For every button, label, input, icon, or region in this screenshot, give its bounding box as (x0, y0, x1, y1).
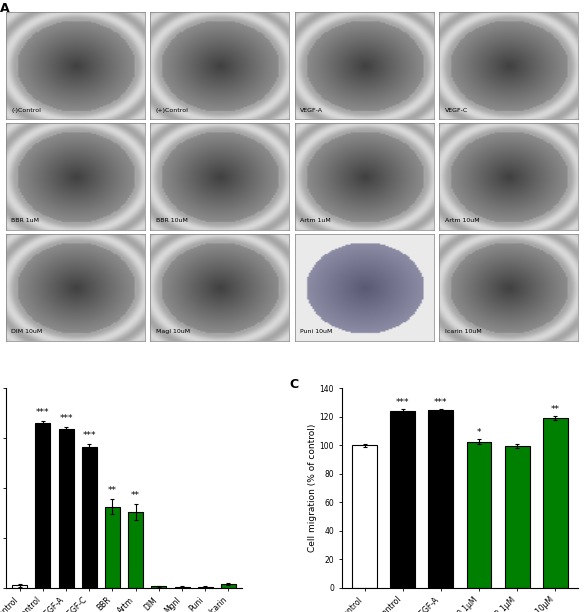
Text: VEGF-A: VEGF-A (300, 108, 324, 113)
Text: BBR 10uM: BBR 10uM (156, 218, 187, 223)
Text: ***: *** (434, 398, 447, 406)
Text: ***: *** (82, 431, 96, 439)
Bar (12, 585, 27, 588)
Bar (82, 447, 97, 588)
Text: **: ** (131, 491, 140, 500)
Bar (352, 446, 377, 588)
Bar (390, 411, 415, 588)
Text: ***: *** (36, 408, 50, 417)
Text: ***: *** (60, 414, 73, 423)
Text: Artm 10uM: Artm 10uM (445, 218, 479, 223)
Y-axis label: Cell migration (% of control): Cell migration (% of control) (308, 424, 317, 552)
Bar (151, 586, 166, 588)
Text: VEGF-C: VEGF-C (445, 108, 468, 113)
Bar (543, 418, 568, 588)
Text: A: A (0, 2, 10, 15)
Text: (-)Control: (-)Control (12, 108, 41, 113)
Bar (198, 586, 213, 588)
Text: **: ** (108, 487, 117, 495)
Text: ***: *** (396, 398, 409, 407)
Text: Puni 10uM: Puni 10uM (300, 329, 333, 334)
Text: DIM 10uM: DIM 10uM (12, 329, 43, 334)
Text: (+)Control: (+)Control (156, 108, 189, 113)
Bar (58, 429, 74, 588)
Bar (429, 411, 453, 588)
Bar (175, 586, 190, 588)
Text: Artm 1uM: Artm 1uM (300, 218, 331, 223)
Text: Icarin 10uM: Icarin 10uM (445, 329, 482, 334)
Text: BBR 1uM: BBR 1uM (12, 218, 39, 223)
Bar (221, 583, 236, 588)
Bar (36, 424, 50, 588)
Bar (505, 446, 530, 588)
Bar (467, 442, 491, 588)
Bar (105, 507, 120, 588)
Bar (128, 512, 143, 588)
Text: **: ** (551, 405, 560, 414)
Text: *: * (477, 428, 481, 437)
Text: Magl 10uM: Magl 10uM (156, 329, 190, 334)
Text: C: C (290, 378, 299, 392)
